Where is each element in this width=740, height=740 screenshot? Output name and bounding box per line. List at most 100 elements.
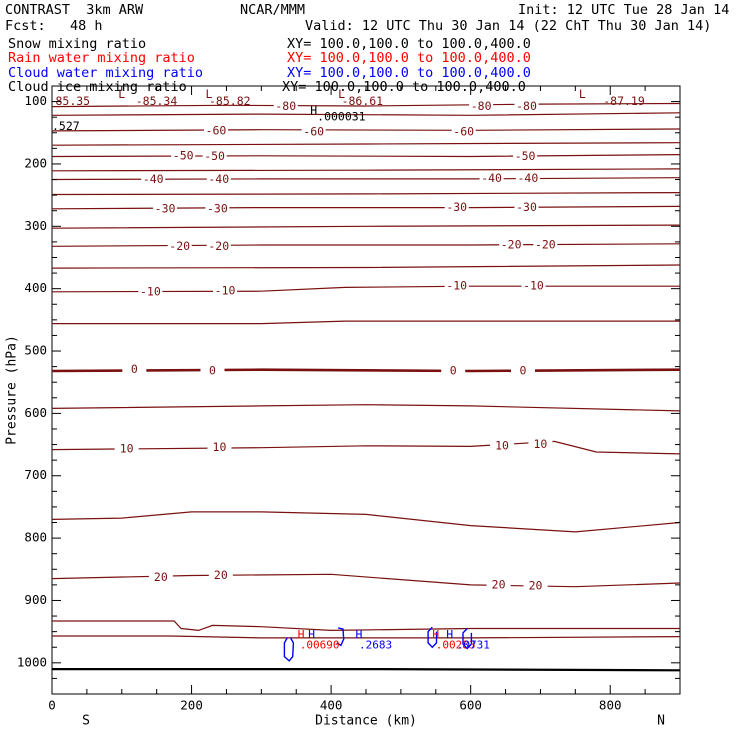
isotherm-label-bg	[206, 240, 231, 253]
isotherm-line-15	[51, 511, 681, 533]
isotherm-label-bg	[486, 578, 511, 591]
extremum-marker-9: H	[446, 627, 453, 641]
isotherm-label-20-1: 20	[214, 568, 228, 582]
isotherm-label-bg	[514, 201, 539, 214]
legend-ice-name: Cloud ice mixing ratio	[8, 79, 187, 95]
hydrometeor-label-0: .00690	[300, 638, 340, 651]
isotherm-label-bg	[171, 149, 196, 162]
y-tick-label-800: 800	[24, 530, 47, 545]
isotherm-label-10-3: 10	[534, 437, 548, 451]
isotherm-line-25	[52, 620, 680, 632]
isotherm-label-20-0: 20	[154, 570, 168, 584]
isotherm-line-m20	[51, 243, 681, 247]
isotherm-label-bg	[513, 150, 538, 163]
legend-ice-xy: XY= 100.0,100.0 to 100.0,400.0	[282, 79, 526, 95]
isotherm-label-m60-2: -60	[453, 125, 474, 139]
x-end-label-right: N	[657, 714, 665, 729]
isotherm-label-m40-1: -40	[208, 172, 229, 186]
isotherm-label-bg	[153, 202, 178, 215]
y-tick-label-900: 900	[24, 592, 47, 607]
isotherm-layer	[51, 102, 681, 672]
surface-line	[52, 667, 681, 672]
isotherm-label-m40-2: -40	[481, 171, 502, 185]
x-tick-label-400: 400	[320, 698, 343, 713]
isotherm-label-bg	[206, 173, 231, 186]
isotherm-line-m55	[51, 142, 681, 146]
isotherm-label-0-3: 0	[520, 363, 527, 377]
upper-value-label-6: .000031	[317, 110, 366, 124]
isotherm-label-bg	[533, 239, 558, 252]
isotherm-label-bg	[301, 126, 326, 139]
isotherm-label-bg	[490, 439, 515, 452]
isotherm-line-5	[51, 404, 681, 412]
isotherm-label-bg	[138, 285, 163, 298]
y-tick-label-300: 300	[24, 218, 47, 233]
cloud-water-right-b	[462, 628, 473, 650]
cloud-water-right-a	[427, 626, 438, 649]
cloud-water-center	[336, 627, 345, 647]
cloud-water-left	[283, 637, 295, 662]
isotherm-label-m10-0: -10	[140, 284, 161, 298]
extremum-marker-7: H	[356, 627, 363, 641]
isotherm-label-bg	[499, 239, 524, 252]
isotherm-label-m60-1: -60	[303, 125, 324, 139]
isotherm-label-20-3: 20	[529, 579, 543, 593]
upper-value-label-4: -87.19	[603, 94, 645, 108]
isotherm-line-m60	[51, 128, 681, 132]
isotherm-label-m30-2: -30	[446, 200, 467, 214]
legend-snow-xy: XY= 100.0,100.0 to 100.0,400.0	[287, 36, 531, 52]
isotherm-label-bg	[213, 285, 238, 298]
isotherm-line-m45	[51, 168, 681, 172]
extremum-marker-3: L	[579, 87, 586, 101]
isotherm-label-0-1: 0	[209, 363, 216, 377]
isotherm-line-m80	[51, 102, 681, 108]
isotherm-label-20-2: 20	[492, 577, 506, 591]
isotherm-line-27	[52, 635, 681, 639]
isotherm-label-10-0: 10	[120, 441, 134, 455]
isotherm-label-10-2: 10	[495, 438, 509, 452]
y-tick-label-1000: 1000	[17, 654, 47, 669]
forecast-hour: Fcst: 48 h	[5, 18, 103, 34]
isotherm-label-m50-1: -50	[204, 149, 225, 163]
isotherm-label-m10-2: -10	[446, 279, 467, 293]
isotherm-label-m30-1: -30	[207, 201, 228, 215]
isotherm-label-m50-0: -50	[173, 148, 194, 162]
legend-rain-xy: XY= 100.0,100.0 to 100.0,400.0	[287, 50, 531, 66]
isotherm-label-m20-2: -20	[501, 238, 522, 252]
isotherm-line-m15	[51, 264, 681, 269]
isotherm-label-bg	[148, 571, 173, 584]
isotherm-label-bg	[444, 280, 469, 293]
hydrometeor-label-3: .0731	[457, 638, 490, 651]
isotherm-label-10-1: 10	[213, 440, 227, 454]
x-tick-label-800: 800	[599, 698, 622, 713]
y-tick-label-100: 100	[24, 93, 47, 108]
isotherm-label-m40-0: -40	[143, 172, 164, 186]
isotherm-line-0	[51, 368, 681, 373]
isotherm-label-bg	[528, 438, 553, 451]
isotherm-label-m50-2: -50	[515, 149, 536, 163]
isotherm-label-0-2: 0	[450, 363, 457, 377]
upper-value-label-1: -85.34	[136, 94, 178, 108]
isotherm-label-bg	[441, 364, 466, 377]
isotherm-label-bg	[200, 364, 225, 377]
y-tick-label-600: 600	[24, 405, 47, 420]
isotherm-line-m25	[51, 224, 681, 229]
isotherm-label-bg	[514, 100, 539, 113]
isotherm-label-m20-3: -20	[535, 238, 556, 252]
extremum-marker-0: L	[118, 87, 125, 101]
isotherm-label-0-0: 0	[131, 362, 138, 376]
model-title: CONTRAST 3km ARW	[5, 2, 144, 18]
isotherm-label-bg	[141, 173, 166, 186]
extremum-marker-8: H	[432, 627, 439, 641]
isotherm-label-m20-0: -20	[169, 239, 190, 253]
y-axis-title: Pressure (hPa)	[5, 335, 20, 445]
isotherm-label-bg	[202, 150, 227, 163]
hydrometeor-label-1: .2683	[359, 638, 392, 651]
upper-value-label-5: .527	[52, 119, 80, 133]
isotherm-line-m30	[51, 205, 681, 210]
extremum-marker-6: H	[308, 627, 315, 641]
isotherm-label-bg	[208, 569, 233, 582]
isotherm-label-bg	[521, 280, 546, 293]
